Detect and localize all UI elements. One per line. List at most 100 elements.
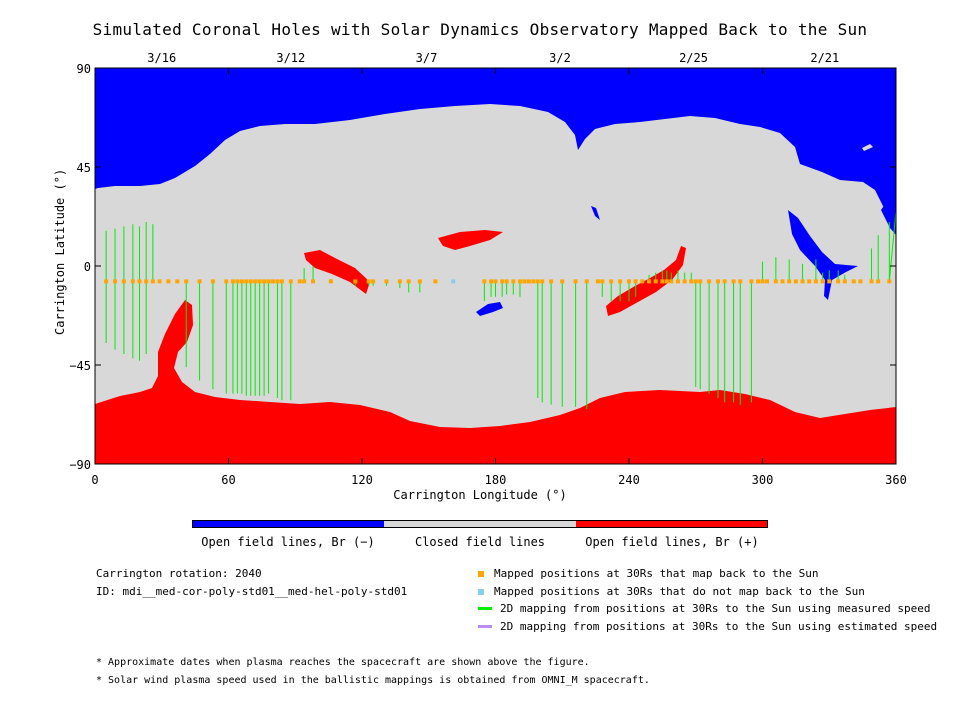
mapped-point bbox=[230, 279, 235, 284]
y-tick-label: −90 bbox=[69, 458, 91, 472]
mapped-point bbox=[731, 279, 736, 284]
x-tick-label: 300 bbox=[752, 473, 774, 487]
mapped-point bbox=[266, 279, 271, 284]
mapped-point bbox=[780, 279, 785, 284]
mapped-swatch bbox=[478, 570, 484, 577]
x-tick-label: 120 bbox=[351, 473, 373, 487]
colorbar-frame bbox=[192, 520, 768, 528]
mapped-point bbox=[113, 279, 118, 284]
mapped-point bbox=[793, 279, 798, 284]
mapped-point bbox=[397, 279, 402, 284]
mapped-point bbox=[531, 279, 536, 284]
mapped-point bbox=[150, 279, 155, 284]
chart-title: Simulated Coronal Holes with Solar Dynam… bbox=[92, 20, 868, 39]
mapped-point bbox=[760, 279, 765, 284]
mapped-point bbox=[104, 279, 109, 284]
mapped-point bbox=[869, 279, 874, 284]
mapped-point bbox=[813, 279, 818, 284]
x-tick-label: 0 bbox=[91, 473, 98, 487]
mapped-point bbox=[669, 279, 674, 284]
y-axis-label: Carrington Latitude (°) bbox=[53, 168, 67, 335]
mapped-point bbox=[675, 279, 680, 284]
mapped-point bbox=[417, 279, 422, 284]
mapped-point bbox=[144, 279, 149, 284]
mapped-point bbox=[827, 279, 832, 284]
mapped-point bbox=[244, 279, 249, 284]
legend-unmapped: Mapped positions at 30Rs that do not map… bbox=[478, 585, 865, 598]
mapped-point bbox=[820, 279, 825, 284]
mapped-point bbox=[522, 279, 527, 284]
measured-swatch bbox=[478, 607, 492, 610]
legend-estimated-label: 2D mapping from positions at 30Rs to the… bbox=[500, 620, 938, 633]
date-label: 3/16 bbox=[147, 51, 176, 65]
mapped-point bbox=[489, 279, 494, 284]
mapped-point bbox=[197, 279, 202, 284]
mapped-point bbox=[121, 279, 126, 284]
y-tick-label: −45 bbox=[69, 359, 91, 373]
date-label: 3/7 bbox=[416, 51, 438, 65]
mapped-point bbox=[600, 279, 605, 284]
date-label: 2/25 bbox=[679, 51, 708, 65]
id-label: ID: mdi__med-cor-poly-std01__med-hel-pol… bbox=[96, 585, 408, 598]
mapped-point bbox=[526, 279, 531, 284]
mapped-point bbox=[297, 279, 302, 284]
colorbar-negative bbox=[192, 520, 384, 528]
hole-patch-negative bbox=[591, 206, 600, 220]
footnote-speed: * Solar wind plasma speed used in the ba… bbox=[96, 675, 650, 686]
colorbar-label-positive: Open field lines, Br (+) bbox=[585, 535, 759, 549]
mapped-point bbox=[353, 279, 358, 284]
hole-patch-closed bbox=[862, 144, 873, 151]
legend-measured-label: 2D mapping from positions at 30Rs to the… bbox=[500, 602, 931, 615]
mapped-point bbox=[749, 279, 754, 284]
colorbar-label-negative: Open field lines, Br (−) bbox=[201, 535, 375, 549]
axes: 0 60 120 180 240 300 360 90 45 0 −45 −90 3/16 3/12 3/7… bbox=[69, 51, 907, 487]
x-tick-label: 240 bbox=[618, 473, 640, 487]
mapped-point bbox=[224, 279, 229, 284]
legend-mapped-label: Mapped positions at 30Rs that map back t… bbox=[494, 567, 819, 580]
mapping-line bbox=[888, 210, 897, 282]
mapped-point bbox=[248, 279, 253, 284]
unmapped-point bbox=[451, 279, 456, 284]
unmapped-swatch bbox=[478, 588, 484, 595]
mapped-point bbox=[595, 279, 600, 284]
mapped-point bbox=[682, 279, 687, 284]
mapped-point bbox=[366, 279, 371, 284]
mapped-point bbox=[311, 279, 316, 284]
mapped-point bbox=[664, 279, 669, 284]
mapped-point bbox=[433, 279, 438, 284]
x-tick-label: 180 bbox=[485, 473, 507, 487]
rotation-label: Carrington rotation: 2040 bbox=[96, 567, 262, 580]
hole-patch-negative bbox=[881, 196, 896, 235]
estimated-swatch bbox=[478, 625, 492, 628]
date-label: 3/2 bbox=[549, 51, 571, 65]
mapped-point bbox=[253, 279, 258, 284]
mapped-point bbox=[756, 279, 761, 284]
mapped-point bbox=[275, 279, 280, 284]
mapped-point bbox=[493, 279, 498, 284]
legend-estimated: 2D mapping from positions at 30Rs to the… bbox=[478, 620, 937, 633]
hole-patch-positive bbox=[438, 230, 503, 250]
mapped-points bbox=[104, 279, 892, 284]
mapped-point bbox=[573, 279, 578, 284]
mapped-point bbox=[609, 279, 614, 284]
mapped-point bbox=[130, 279, 135, 284]
mapped-point bbox=[887, 279, 892, 284]
x-tick-label: 360 bbox=[885, 473, 907, 487]
mapped-point bbox=[738, 279, 743, 284]
mapped-point bbox=[406, 279, 411, 284]
mapped-point bbox=[184, 279, 189, 284]
mapped-point bbox=[851, 279, 856, 284]
mapped-point bbox=[660, 279, 665, 284]
mapped-point bbox=[560, 279, 565, 284]
mapped-point bbox=[504, 279, 509, 284]
mapped-point bbox=[773, 279, 778, 284]
mapped-point bbox=[627, 279, 631, 284]
mapped-point bbox=[836, 279, 841, 284]
mapped-point bbox=[288, 279, 293, 284]
mapped-point bbox=[787, 279, 792, 284]
mapped-point bbox=[517, 279, 522, 284]
hole-patch-negative bbox=[788, 210, 858, 300]
south-polar-hole bbox=[95, 300, 896, 464]
mapped-point bbox=[647, 279, 652, 284]
